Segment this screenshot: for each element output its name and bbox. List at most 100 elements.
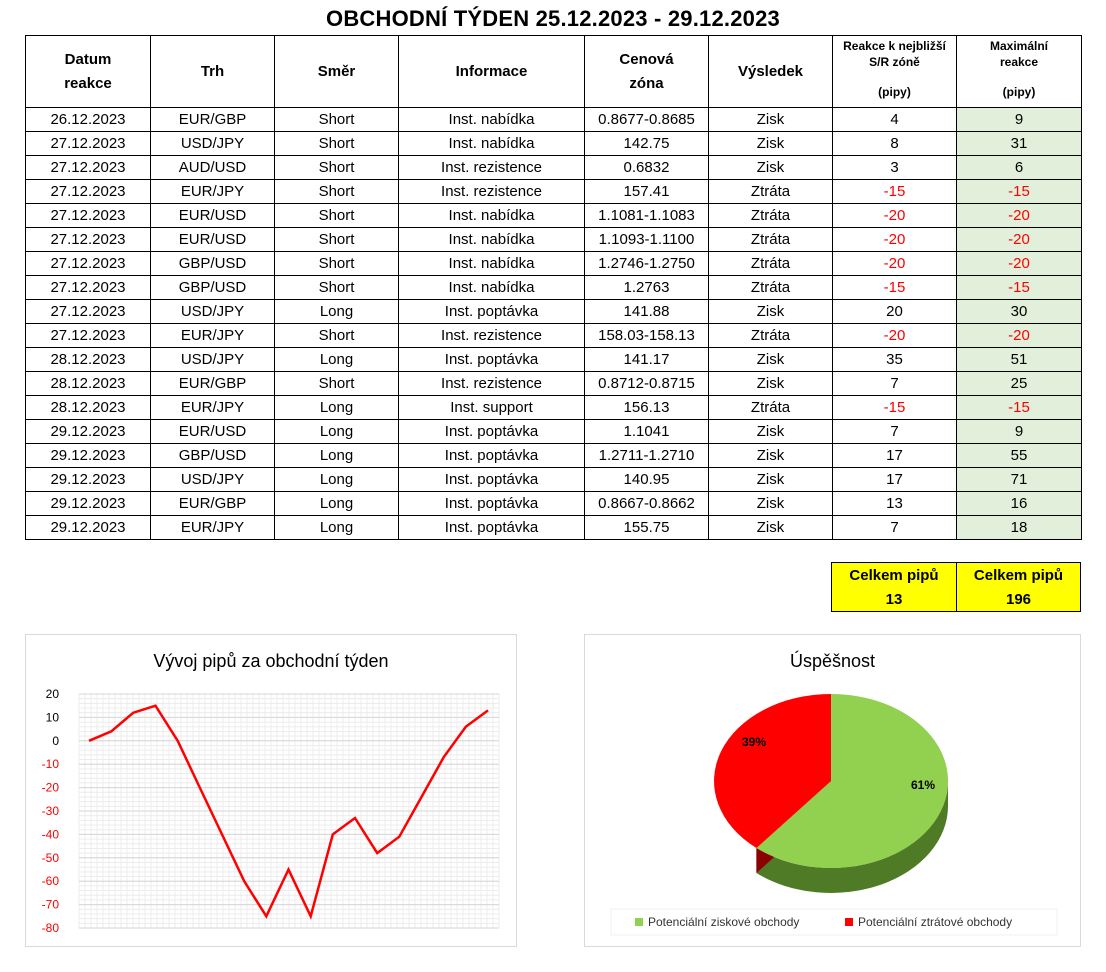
cell-direction: Long — [274, 419, 399, 444]
cell-zone: 158.03-158.13 — [584, 323, 709, 348]
cell-direction: Long — [274, 443, 399, 468]
cell-reaction: -20 — [832, 227, 957, 252]
cell-result: Zisk — [708, 515, 833, 540]
cell-reaction: -15 — [832, 395, 957, 420]
table-row: 27.12.2023 USD/JPY Long Inst. poptávka 141.8… — [25, 299, 1082, 324]
cell-date: 27.12.2023 — [25, 155, 151, 180]
y-tick-label: 0 — [52, 734, 59, 748]
cell-direction: Long — [274, 491, 399, 516]
cell-reaction: 3 — [832, 155, 957, 180]
cell-result: Zisk — [708, 467, 833, 492]
line-chart: 20 10 0 -10 -20 -30 -40 -50 -60 -70 -80 — [42, 687, 500, 935]
cell-zone: 1.2711-1.2710 — [584, 443, 709, 468]
cell-zone: 0.8667-0.8662 — [584, 491, 709, 516]
pie-side-green — [756, 781, 948, 893]
legend-swatch — [845, 918, 853, 926]
cell-reaction: 7 — [832, 371, 957, 396]
cell-reaction: 35 — [832, 347, 957, 372]
cell-result: Zisk — [708, 419, 833, 444]
cell-result: Zisk — [708, 107, 833, 132]
cell-direction: Short — [274, 323, 399, 348]
table-row: 28.12.2023 USD/JPY Long Inst. poptávka 141.1… — [25, 347, 1082, 372]
table-row: 29.12.2023 EUR/GBP Long Inst. poptávka 0.866… — [25, 491, 1082, 516]
table-row: 27.12.2023 GBP/USD Short Inst. nabídka 1.276… — [25, 275, 1082, 300]
cell-reaction: -20 — [832, 323, 957, 348]
header-info: Informace — [398, 35, 585, 108]
cell-direction: Short — [274, 251, 399, 276]
cell-reaction: -20 — [832, 251, 957, 276]
cell-max: -20 — [956, 323, 1082, 348]
cell-market: GBP/USD — [150, 251, 275, 276]
cell-max: 9 — [956, 107, 1082, 132]
cell-info: Inst. poptávka — [398, 299, 585, 324]
cell-zone: 141.17 — [584, 347, 709, 372]
y-tick-label: -10 — [42, 757, 60, 771]
header-result: Výsledek — [708, 35, 833, 108]
legend-box — [610, 908, 1058, 936]
cell-info: Inst. nabídka — [398, 203, 585, 228]
cell-max: -15 — [956, 275, 1082, 300]
cell-direction: Long — [274, 299, 399, 324]
cell-market: EUR/JPY — [150, 323, 275, 348]
cell-info: Inst. rezistence — [398, 371, 585, 396]
table-row: 27.12.2023 EUR/JPY Short Inst. rezistence 15… — [25, 179, 1082, 204]
cell-direction: Short — [274, 179, 399, 204]
cell-max: -15 — [956, 179, 1082, 204]
cell-result: Ztráta — [708, 179, 833, 204]
cell-info: Inst. nabídka — [398, 275, 585, 300]
y-tick-label: -80 — [42, 921, 60, 935]
pie-legend: Potenciální ziskové obchody Potenciální z… — [610, 908, 1058, 936]
table-row: 27.12.2023 EUR/USD Short Inst. nabídka 1.108… — [25, 203, 1082, 228]
table-row: 27.12.2023 EUR/JPY Short Inst. rezistence 15… — [25, 323, 1082, 348]
cell-reaction: 8 — [832, 131, 957, 156]
header-reaction: Reakce k nejbližší S/R zóně (pipy) — [832, 35, 957, 108]
cell-direction: Short — [274, 371, 399, 396]
table-row: 28.12.2023 EUR/GBP Short Inst. rezistence 0.… — [25, 371, 1082, 396]
cell-direction: Short — [274, 107, 399, 132]
y-tick-label: -20 — [42, 781, 60, 795]
header-date: Datum reakce — [25, 35, 151, 108]
table-row: 26.12.2023 EUR/GBP Short Inst. nabídka 0.867… — [25, 107, 1082, 132]
cell-direction: Short — [274, 203, 399, 228]
y-tick-label: 10 — [46, 710, 60, 724]
cell-result: Zisk — [708, 371, 833, 396]
total-max-value: 196 — [1005, 591, 1032, 608]
pie-chart: 61%39%Potenciální ziskové obchody Potenci… — [610, 694, 1058, 936]
cell-zone: 1.1041 — [584, 419, 709, 444]
cell-result: Ztráta — [708, 323, 833, 348]
cell-date: 29.12.2023 — [25, 443, 151, 468]
cell-direction: Short — [274, 131, 399, 156]
cell-result: Ztráta — [708, 395, 833, 420]
cell-result: Zisk — [708, 131, 833, 156]
cell-market: EUR/GBP — [150, 371, 275, 396]
cell-max: 55 — [956, 443, 1082, 468]
table-row: 29.12.2023 USD/JPY Long Inst. poptávka 140.9… — [25, 467, 1082, 492]
cell-market: EUR/USD — [150, 227, 275, 252]
legend-label: Potenciální ztrátové obchody — [858, 915, 1012, 929]
cell-info: Inst. poptávka — [398, 419, 585, 444]
cell-max: 25 — [956, 371, 1082, 396]
cell-reaction: -15 — [832, 179, 957, 204]
table-row: 28.12.2023 EUR/JPY Long Inst. support 156.13… — [25, 395, 1082, 420]
total-reaction-cell: Celkem pipů 13 — [831, 562, 957, 612]
cell-market: EUR/USD — [150, 419, 275, 444]
cell-market: EUR/JPY — [150, 179, 275, 204]
cell-direction: Short — [274, 155, 399, 180]
cell-market: GBP/USD — [150, 443, 275, 468]
cell-date: 27.12.2023 — [25, 203, 151, 228]
cell-max: 18 — [956, 515, 1082, 540]
cell-direction: Long — [274, 515, 399, 540]
cell-max: 51 — [956, 347, 1082, 372]
pie-chart-panel: Úspěšnost 61% 39% Potenciální ziskové obch… — [584, 634, 1081, 947]
cell-info: Inst. nabídka — [398, 131, 585, 156]
cell-date: 29.12.2023 — [25, 515, 151, 540]
trades-table: Datum reakce Trh Směr Informace Cenová zón… — [25, 35, 1082, 540]
cell-market: EUR/GBP — [150, 107, 275, 132]
cell-max: -15 — [956, 395, 1082, 420]
cell-market: USD/JPY — [150, 131, 275, 156]
y-tick-label: -70 — [42, 898, 60, 912]
pie-slice-profit — [756, 694, 949, 868]
cell-reaction: 4 — [832, 107, 957, 132]
cell-direction: Short — [274, 227, 399, 252]
cell-result: Zisk — [708, 491, 833, 516]
